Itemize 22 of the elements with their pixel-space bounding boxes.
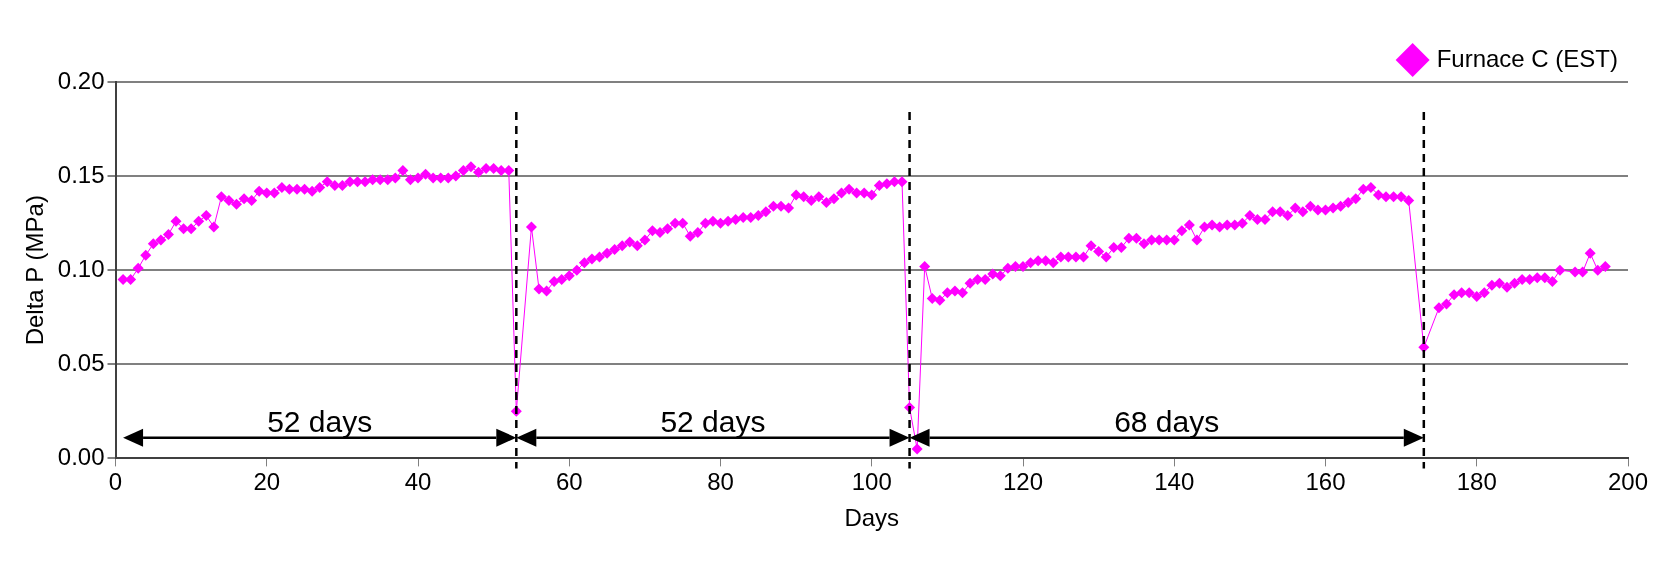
- annotation: 52 days: [267, 404, 373, 438]
- x-tick-label: 80: [707, 468, 734, 496]
- x-tick-label: 160: [1305, 468, 1346, 496]
- x-tick-label: 100: [851, 468, 892, 496]
- x-tick-label: 60: [555, 468, 583, 496]
- x-tick-label: 180: [1456, 468, 1497, 496]
- y-tick-label: 0.20: [57, 66, 105, 94]
- x-tick-label: 200: [1607, 468, 1649, 496]
- annotation: 68 days: [1114, 404, 1220, 438]
- x-tick-label: 20: [253, 468, 281, 496]
- y-tick-label: 0.05: [57, 348, 105, 376]
- annotation: 52 days: [660, 404, 766, 438]
- x-axis-title: Days: [844, 504, 900, 532]
- x-tick-label: 0: [108, 468, 123, 496]
- legend-label: Furnace C (EST): [1436, 44, 1618, 72]
- x-tick-label: 140: [1154, 468, 1195, 496]
- y-tick-label: 0.10: [57, 254, 105, 282]
- x-tick-label: 40: [404, 468, 432, 496]
- y-tick-label: 0.15: [57, 160, 105, 188]
- y-axis-title: Delta P (MPa): [21, 195, 49, 346]
- x-tick-label: 120: [1002, 468, 1044, 496]
- y-tick-label: 0.00: [57, 443, 105, 471]
